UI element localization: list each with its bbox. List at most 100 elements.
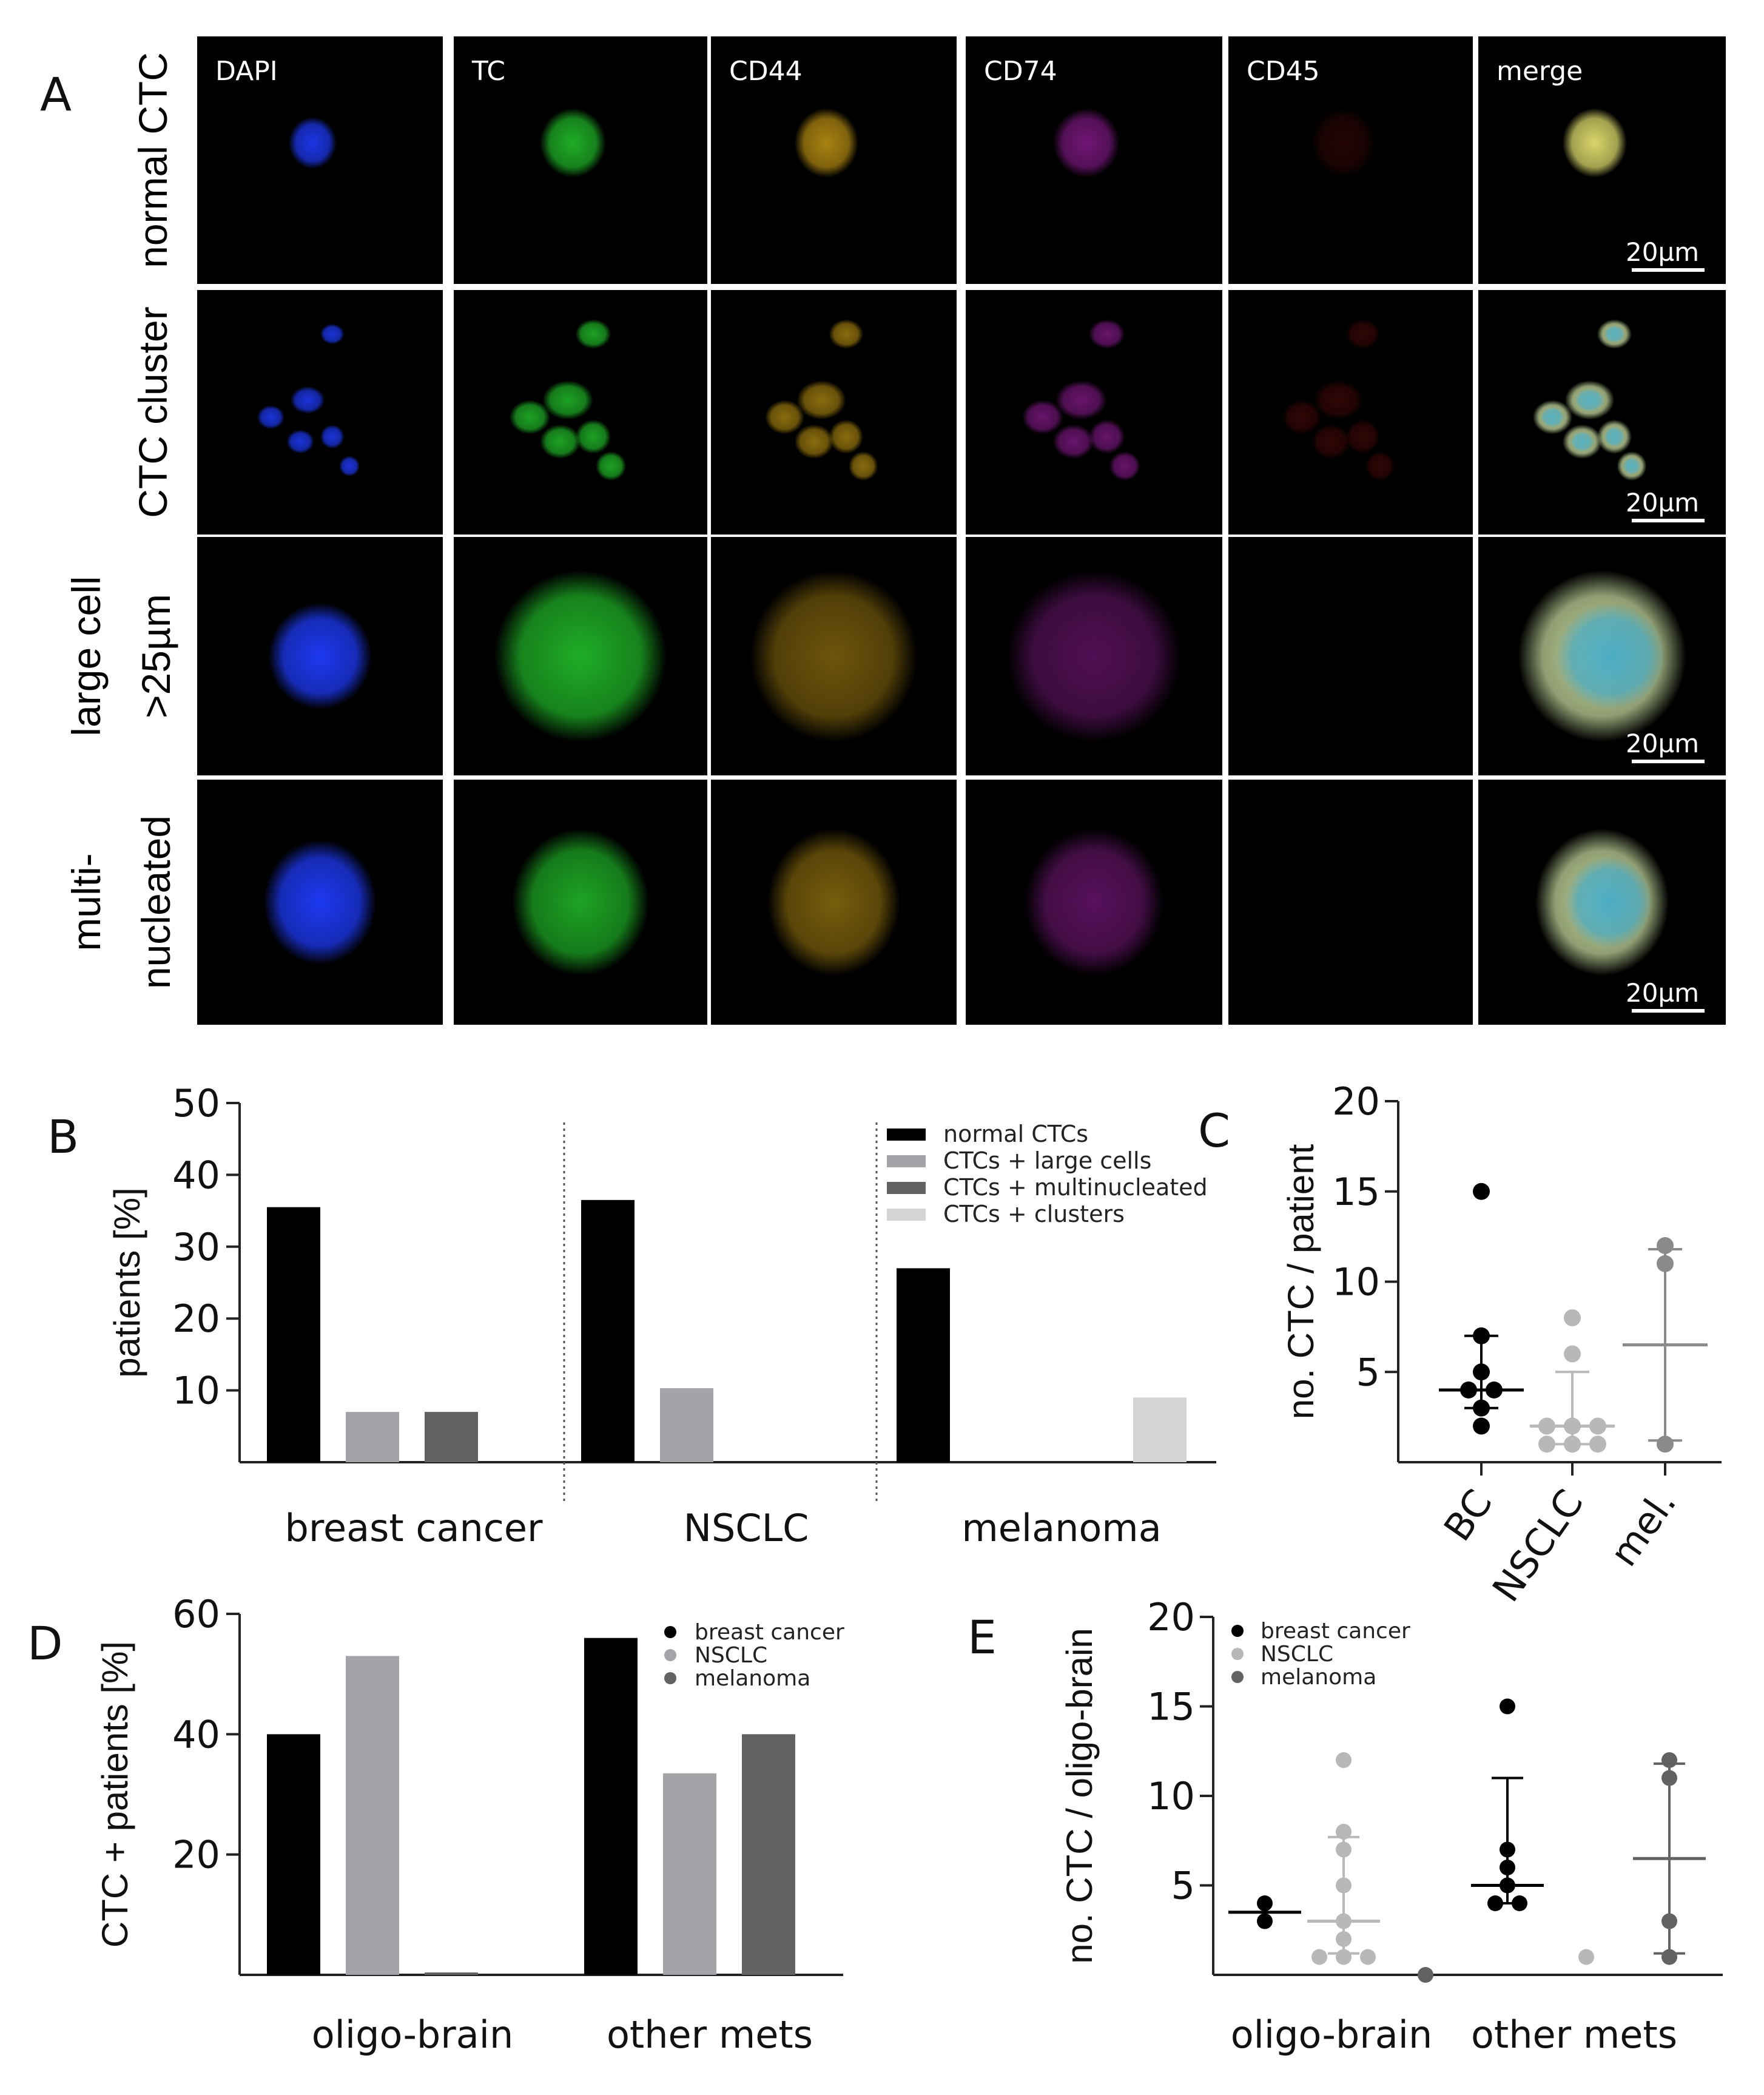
y-tick-label: 5 bbox=[1171, 1864, 1195, 1908]
data-point bbox=[1473, 1417, 1490, 1435]
cell-signal bbox=[540, 108, 606, 178]
micrograph-tile bbox=[454, 290, 707, 535]
legend-marker bbox=[664, 1672, 676, 1684]
bar bbox=[581, 1199, 635, 1462]
data-point bbox=[1564, 1435, 1581, 1453]
data-point bbox=[1418, 1967, 1433, 1983]
data-point bbox=[1564, 1309, 1581, 1326]
y-tick-label: 40 bbox=[172, 1712, 220, 1756]
cell-signal bbox=[1025, 828, 1163, 976]
y-axis-label: no. CTC / patient bbox=[1281, 1144, 1321, 1419]
data-point bbox=[1336, 1752, 1352, 1768]
bar bbox=[346, 1656, 399, 1975]
cell-signal bbox=[1109, 451, 1140, 481]
category-label: melanoma bbox=[961, 1506, 1161, 1550]
cell-signal bbox=[765, 400, 804, 434]
cell-signal bbox=[320, 323, 345, 345]
data-point bbox=[1657, 1237, 1674, 1254]
legend-label: NSCLC bbox=[1261, 1642, 1333, 1667]
cell-signal bbox=[1089, 319, 1125, 349]
cell-signal bbox=[750, 570, 918, 742]
micrograph-tile: CD45 bbox=[1228, 36, 1473, 284]
y-tick-label: 40 bbox=[172, 1153, 220, 1197]
bar bbox=[346, 1412, 399, 1462]
legend-swatch bbox=[887, 1209, 926, 1221]
cell-signal bbox=[1052, 108, 1120, 178]
y-axis-label: CTC + patients [%] bbox=[95, 1641, 135, 1948]
cell-signal bbox=[320, 425, 345, 449]
micrograph-tile bbox=[197, 780, 443, 1025]
cell-signal bbox=[1555, 602, 1666, 710]
legend-label: CTCs + large cells bbox=[943, 1147, 1151, 1174]
legend-marker bbox=[1231, 1648, 1244, 1660]
data-point bbox=[1487, 1895, 1503, 1911]
cell-signal bbox=[848, 451, 878, 481]
cell-signal bbox=[767, 828, 900, 976]
panel-letter-e: E bbox=[968, 1610, 997, 1664]
data-point bbox=[1512, 1895, 1527, 1911]
data-point bbox=[1257, 1913, 1273, 1929]
data-point bbox=[1578, 1949, 1594, 1965]
micrograph-tile bbox=[1228, 537, 1473, 775]
y-tick-label: 15 bbox=[1147, 1685, 1195, 1729]
legend-label: breast cancer bbox=[1261, 1619, 1410, 1644]
panel-letter-b: B bbox=[47, 1110, 79, 1164]
scale-bar bbox=[1632, 268, 1705, 272]
legend-marker bbox=[664, 1649, 676, 1661]
data-point bbox=[1500, 1841, 1515, 1858]
bar bbox=[267, 1207, 320, 1462]
category-label: mel. bbox=[1601, 1482, 1685, 1574]
category-label: oligo-brain bbox=[1231, 2012, 1433, 2057]
cell-signal bbox=[829, 319, 864, 349]
cell-signal bbox=[1575, 388, 1605, 412]
cell-signal bbox=[1314, 380, 1363, 420]
bar bbox=[425, 1972, 478, 1975]
cell-signal bbox=[794, 424, 834, 459]
cell-signal bbox=[542, 380, 593, 420]
row-label: normal CTC bbox=[130, 52, 175, 268]
panel-b-bar-chart: 10 20 30 40 50 patients [%] breast cancer NSCLC… bbox=[107, 1081, 1216, 1550]
bar bbox=[663, 1773, 716, 1975]
y-tick-label: 30 bbox=[172, 1225, 220, 1269]
panel-letter-d: D bbox=[27, 1616, 63, 1670]
panel-d-bar-chart: 20 40 60 CTC + patients [%] oligo-brain other… bbox=[95, 1592, 844, 2057]
scale-bar-label: 20µm bbox=[1626, 978, 1699, 1008]
cell-signal bbox=[257, 405, 285, 430]
bar bbox=[742, 1734, 795, 1975]
panel-letter-c: C bbox=[1198, 1104, 1230, 1158]
scale-bar-label: 20µm bbox=[1626, 488, 1699, 518]
category-label: other mets bbox=[1471, 2012, 1677, 2057]
category-label: other mets bbox=[607, 2012, 813, 2057]
micrograph-tile bbox=[966, 537, 1222, 775]
y-tick-label: 60 bbox=[172, 1592, 220, 1636]
cell-signal bbox=[1604, 325, 1625, 343]
data-point bbox=[1257, 1895, 1273, 1911]
data-point bbox=[1564, 1345, 1581, 1363]
scale-bar bbox=[1632, 760, 1705, 763]
bar bbox=[660, 1388, 713, 1462]
cell-signal bbox=[794, 108, 858, 178]
bar bbox=[1133, 1397, 1187, 1462]
category-label: NSCLC bbox=[684, 1506, 809, 1550]
data-point bbox=[1336, 1877, 1352, 1894]
cell-signal bbox=[512, 828, 649, 976]
y-tick-label: 20 bbox=[1332, 1079, 1380, 1124]
micrograph-tile bbox=[197, 290, 443, 535]
y-tick-label: 5 bbox=[1356, 1350, 1380, 1394]
cell-signal bbox=[1604, 426, 1625, 447]
cell-signal bbox=[829, 419, 864, 454]
channel-label: TC bbox=[471, 56, 505, 87]
channel-label: CD44 bbox=[729, 56, 803, 87]
cell-signal bbox=[1623, 457, 1641, 475]
micrograph-background bbox=[1228, 780, 1473, 1025]
y-tick-label: 10 bbox=[172, 1369, 220, 1413]
data-point bbox=[1589, 1435, 1606, 1453]
legend-label: melanoma bbox=[695, 1666, 810, 1691]
row-label: large cell bbox=[64, 576, 109, 736]
cell-signal bbox=[1055, 380, 1107, 420]
bar bbox=[584, 1638, 638, 1975]
data-point bbox=[1500, 1698, 1515, 1715]
cell-signal bbox=[1052, 424, 1094, 459]
micrograph-tile bbox=[966, 290, 1222, 535]
